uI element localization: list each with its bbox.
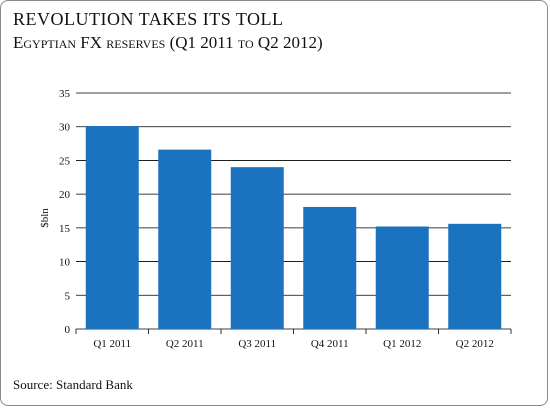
gridlines bbox=[76, 92, 511, 330]
bar bbox=[85, 126, 139, 329]
y-axis-ticks: 0 5 10 15 20 25 30 35 bbox=[59, 88, 71, 336]
bars bbox=[85, 126, 502, 329]
y-axis-label: $bln bbox=[39, 208, 51, 228]
y-tick-label: 5 bbox=[65, 290, 71, 302]
x-tick-label: Q1 2011 bbox=[93, 338, 131, 350]
x-tick-label: Q4 2011 bbox=[311, 338, 349, 350]
y-tick-label: 35 bbox=[59, 88, 71, 100]
y-tick-label: 15 bbox=[59, 223, 71, 235]
bar bbox=[303, 206, 357, 329]
chart-subtitle: Egyptian FX reserves (Q1 2011 to Q2 2012… bbox=[13, 33, 323, 52]
x-tick-label: Q1 2012 bbox=[383, 338, 421, 350]
y-tick-label: 30 bbox=[59, 122, 71, 134]
x-tick-label: Q2 2011 bbox=[166, 338, 204, 350]
bar bbox=[448, 223, 502, 329]
bar bbox=[158, 149, 212, 329]
y-tick-label: 25 bbox=[59, 155, 71, 167]
y-tick-label: 20 bbox=[59, 189, 71, 201]
y-tick-label: 10 bbox=[59, 257, 71, 269]
x-axis-ticks: Q1 2011 Q2 2011 Q3 2011 Q4 2011 Q1 2012 Q2 20… bbox=[75, 329, 512, 350]
x-tick-label: Q2 2012 bbox=[456, 338, 494, 350]
source-note: Source: Standard Bank bbox=[13, 377, 133, 392]
bar bbox=[230, 167, 284, 329]
x-tick-label: Q3 2011 bbox=[238, 338, 276, 350]
y-tick-label: 0 bbox=[65, 324, 71, 336]
chart-title: REVOLUTION TAKES ITS TOLL bbox=[13, 9, 284, 29]
bar bbox=[375, 226, 429, 329]
